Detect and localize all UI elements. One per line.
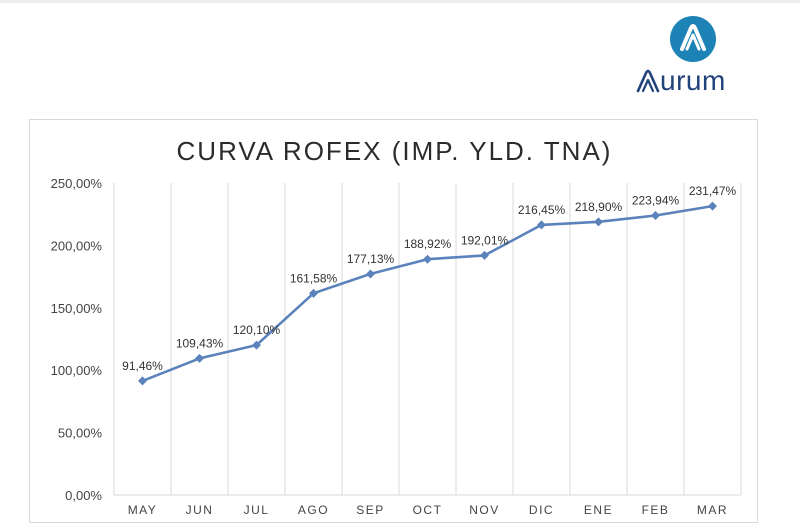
line-chart: 0,00% 50,00% 100,00% 150,00% 200,00% 250,00% M… (51, 176, 742, 517)
top-divider (0, 0, 800, 3)
data-point-marker (366, 269, 375, 279)
x-tick-label: MAR (697, 503, 728, 517)
data-point-marker (195, 353, 204, 363)
data-label: 109,43% (176, 336, 224, 350)
y-tick-label: 100,00% (51, 363, 103, 378)
data-point-marker (708, 201, 717, 211)
data-point-marker (423, 254, 432, 264)
x-tick-label: FEB (642, 503, 670, 517)
logo-name: urum (660, 65, 726, 96)
data-label: 177,13% (347, 252, 395, 266)
data-point-marker (252, 340, 261, 350)
data-label: 223,94% (632, 194, 680, 208)
x-tick-label: OCT (413, 503, 443, 517)
x-tick-label: SEP (356, 503, 385, 517)
y-tick-label: 150,00% (51, 301, 103, 316)
chart-title: CURVA ROFEX (IMP. YLD. TNA) (176, 136, 613, 166)
data-label: 188,92% (404, 237, 452, 251)
data-label: 91,46% (122, 359, 163, 373)
y-tick-label: 200,00% (51, 238, 103, 253)
x-tick-label: JUL (244, 503, 270, 517)
x-tick-label: JUN (186, 503, 214, 517)
data-label: 161,58% (290, 271, 338, 285)
x-tick-label: ENE (584, 503, 613, 517)
data-label: 216,45% (518, 203, 566, 217)
data-label: 231,47% (689, 184, 737, 198)
x-tick-label: NOV (469, 503, 500, 517)
logo-wordmark: urum (636, 66, 726, 96)
y-tick-label: 250,00% (51, 176, 103, 191)
data-point-marker (138, 376, 147, 386)
data-point-marker (309, 288, 318, 298)
data-point-marker (651, 211, 660, 221)
aurum-logo: urum (632, 16, 762, 98)
data-label: 192,01% (461, 233, 509, 247)
logo-badge-icon (670, 16, 716, 62)
y-tick-label: 50,00% (58, 426, 103, 441)
x-tick-label: AGO (298, 503, 329, 517)
data-point-marker (537, 220, 546, 230)
data-label: 120,10% (233, 323, 281, 337)
y-tick-label: 0,00% (65, 488, 102, 503)
data-point-marker (480, 250, 489, 260)
chart-card: CURVA ROFEX (IMP. YLD. TNA) 0,00% 50,00% 1… (29, 119, 758, 523)
data-point-marker (594, 217, 603, 227)
x-tick-label: MAY (128, 503, 158, 517)
logo-a-mark-icon (636, 69, 660, 93)
data-label: 218,90% (575, 200, 623, 214)
x-tick-label: DIC (529, 503, 554, 517)
